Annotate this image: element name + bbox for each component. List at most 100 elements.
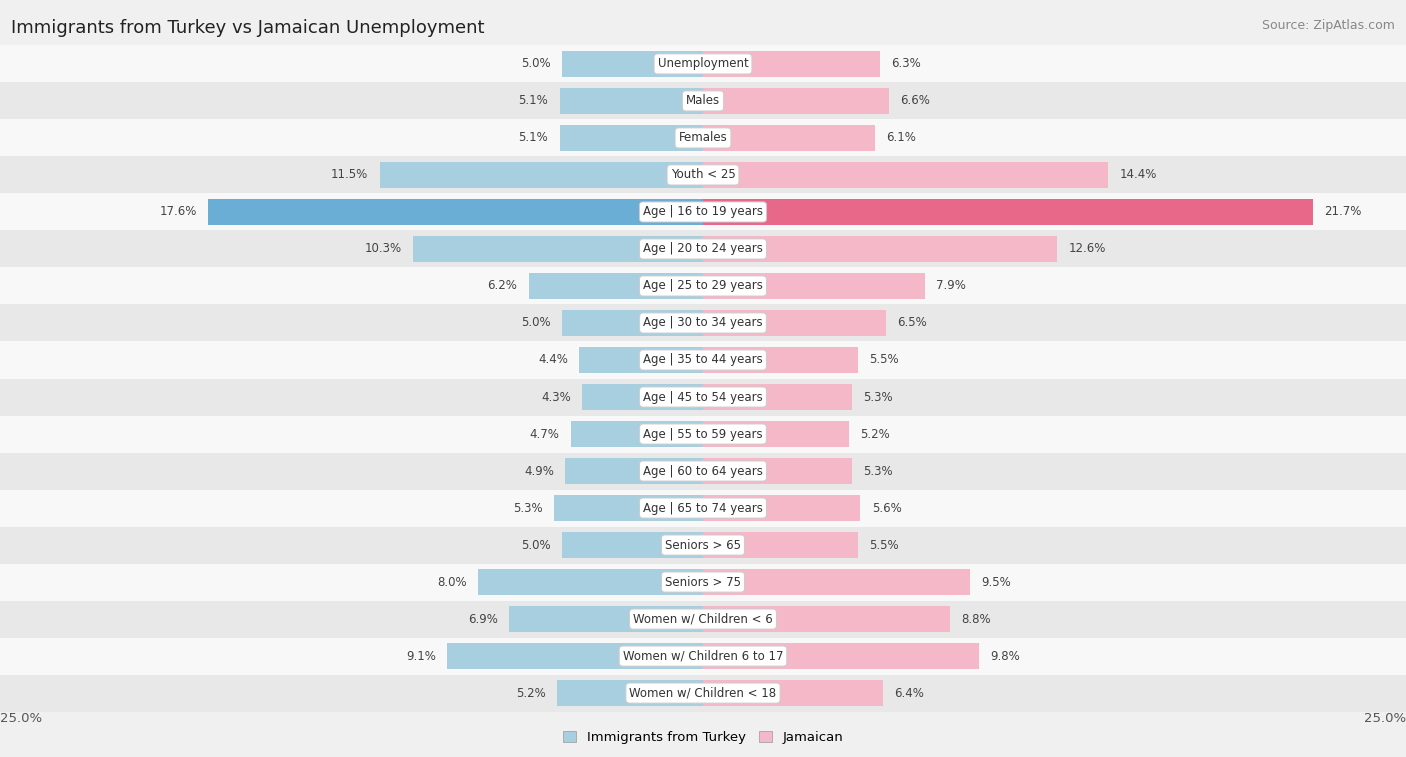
Bar xyxy=(0,157,1406,194)
Bar xyxy=(703,569,970,595)
Text: 4.3%: 4.3% xyxy=(541,391,571,403)
Text: Seniors > 75: Seniors > 75 xyxy=(665,575,741,588)
Bar xyxy=(0,83,1406,120)
Bar xyxy=(560,125,703,151)
Text: 9.8%: 9.8% xyxy=(990,650,1019,662)
Text: Age | 55 to 59 years: Age | 55 to 59 years xyxy=(643,428,763,441)
Text: 14.4%: 14.4% xyxy=(1119,169,1157,182)
Text: Women w/ Children < 18: Women w/ Children < 18 xyxy=(630,687,776,699)
Text: 12.6%: 12.6% xyxy=(1069,242,1107,255)
Bar xyxy=(0,674,1406,712)
Text: Age | 25 to 29 years: Age | 25 to 29 years xyxy=(643,279,763,292)
Text: 6.2%: 6.2% xyxy=(488,279,517,292)
Bar xyxy=(562,310,703,336)
Text: 7.9%: 7.9% xyxy=(936,279,966,292)
Text: 6.5%: 6.5% xyxy=(897,316,927,329)
Text: 6.1%: 6.1% xyxy=(886,132,915,145)
Bar xyxy=(562,51,703,77)
Bar xyxy=(0,453,1406,490)
Bar xyxy=(703,162,1108,188)
Bar xyxy=(208,198,703,226)
Text: 5.0%: 5.0% xyxy=(522,58,551,70)
Bar xyxy=(703,198,1313,226)
Bar xyxy=(380,162,703,188)
Bar xyxy=(703,235,1057,262)
Bar xyxy=(703,643,979,669)
Bar xyxy=(703,458,852,484)
Text: 9.1%: 9.1% xyxy=(406,650,436,662)
Text: Source: ZipAtlas.com: Source: ZipAtlas.com xyxy=(1261,19,1395,32)
Bar xyxy=(703,310,886,336)
Bar xyxy=(0,194,1406,230)
Bar xyxy=(703,273,925,299)
Text: 5.2%: 5.2% xyxy=(860,428,890,441)
Text: 8.8%: 8.8% xyxy=(962,612,991,625)
Text: 8.0%: 8.0% xyxy=(437,575,467,588)
Bar xyxy=(0,490,1406,527)
Bar xyxy=(703,680,883,706)
Bar xyxy=(0,416,1406,453)
Text: Women w/ Children < 6: Women w/ Children < 6 xyxy=(633,612,773,625)
Bar xyxy=(0,230,1406,267)
Text: 5.3%: 5.3% xyxy=(863,465,893,478)
Text: 5.3%: 5.3% xyxy=(863,391,893,403)
Text: 6.3%: 6.3% xyxy=(891,58,921,70)
Text: 9.5%: 9.5% xyxy=(981,575,1011,588)
Text: 5.2%: 5.2% xyxy=(516,687,546,699)
Bar xyxy=(554,495,703,522)
Text: 5.5%: 5.5% xyxy=(869,354,898,366)
Text: Youth < 25: Youth < 25 xyxy=(671,169,735,182)
Text: 5.5%: 5.5% xyxy=(869,538,898,552)
Text: Age | 35 to 44 years: Age | 35 to 44 years xyxy=(643,354,763,366)
Bar xyxy=(703,347,858,373)
Bar xyxy=(703,51,880,77)
Text: 5.1%: 5.1% xyxy=(519,132,548,145)
Text: Age | 65 to 74 years: Age | 65 to 74 years xyxy=(643,502,763,515)
Text: Immigrants from Turkey vs Jamaican Unemployment: Immigrants from Turkey vs Jamaican Unemp… xyxy=(11,19,485,37)
Text: Age | 20 to 24 years: Age | 20 to 24 years xyxy=(643,242,763,255)
Text: 6.6%: 6.6% xyxy=(900,95,929,107)
Bar xyxy=(509,606,703,632)
Text: 4.7%: 4.7% xyxy=(530,428,560,441)
Bar xyxy=(560,88,703,114)
Text: 6.9%: 6.9% xyxy=(468,612,498,625)
Text: 21.7%: 21.7% xyxy=(1324,205,1362,219)
Bar xyxy=(0,378,1406,416)
Bar xyxy=(579,347,703,373)
Bar xyxy=(703,606,950,632)
Bar xyxy=(529,273,703,299)
Bar xyxy=(478,569,703,595)
Bar xyxy=(0,120,1406,157)
Text: Age | 45 to 54 years: Age | 45 to 54 years xyxy=(643,391,763,403)
Text: Women w/ Children 6 to 17: Women w/ Children 6 to 17 xyxy=(623,650,783,662)
Bar xyxy=(0,304,1406,341)
Bar xyxy=(447,643,703,669)
Bar xyxy=(703,125,875,151)
Text: 25.0%: 25.0% xyxy=(0,712,42,724)
Text: 5.0%: 5.0% xyxy=(522,316,551,329)
Bar xyxy=(571,421,703,447)
Text: 5.3%: 5.3% xyxy=(513,502,543,515)
Bar xyxy=(413,235,703,262)
Bar xyxy=(703,88,889,114)
Text: 25.0%: 25.0% xyxy=(1364,712,1406,724)
Text: Females: Females xyxy=(679,132,727,145)
Bar xyxy=(562,531,703,559)
Text: 17.6%: 17.6% xyxy=(159,205,197,219)
Text: Age | 30 to 34 years: Age | 30 to 34 years xyxy=(643,316,763,329)
Bar xyxy=(565,458,703,484)
Text: 11.5%: 11.5% xyxy=(332,169,368,182)
Bar xyxy=(582,384,703,410)
Text: 5.1%: 5.1% xyxy=(519,95,548,107)
Text: 5.0%: 5.0% xyxy=(522,538,551,552)
Text: 6.4%: 6.4% xyxy=(894,687,924,699)
Bar xyxy=(703,531,858,559)
Text: Unemployment: Unemployment xyxy=(658,58,748,70)
Bar xyxy=(0,45,1406,83)
Text: Seniors > 65: Seniors > 65 xyxy=(665,538,741,552)
Bar xyxy=(0,637,1406,674)
Text: 4.4%: 4.4% xyxy=(538,354,568,366)
Bar xyxy=(557,680,703,706)
Bar xyxy=(0,267,1406,304)
Bar xyxy=(0,600,1406,637)
